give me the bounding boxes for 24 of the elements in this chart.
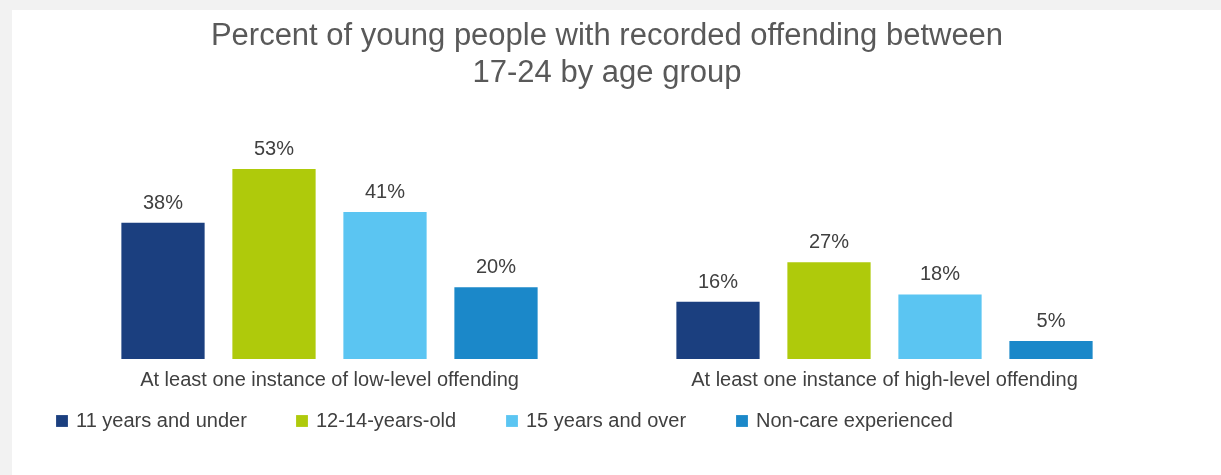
bar [343, 212, 427, 359]
data-label: 20% [475, 255, 517, 278]
bar [787, 262, 871, 359]
data-label: 41% [364, 180, 406, 203]
data-label: 27% [808, 230, 850, 253]
text: 17-24 by age group [472, 54, 742, 89]
legend-label: 12-14-years-old [316, 409, 457, 431]
legend-label: 15 years and over [526, 409, 687, 431]
data-label: 53% [253, 137, 295, 159]
x-tick-label: At least one instance of high-level offending [691, 367, 1078, 390]
bar [676, 301, 760, 359]
bar [1009, 341, 1093, 359]
legend-label: 11 years and under [76, 409, 248, 431]
bar [454, 287, 538, 359]
x-tick-label: At least one instance of low-level offending [140, 367, 519, 390]
legend-label: Non-care experienced [756, 409, 953, 431]
text: Percent of young people with recorded offending between [210, 17, 1004, 52]
bar [898, 294, 982, 359]
bar [121, 222, 205, 359]
bar [232, 169, 316, 359]
data-label: 18% [919, 262, 961, 285]
data-label: 5% [1036, 309, 1066, 332]
data-label: 16% [697, 269, 739, 292]
data-label: 38% [142, 190, 184, 213]
